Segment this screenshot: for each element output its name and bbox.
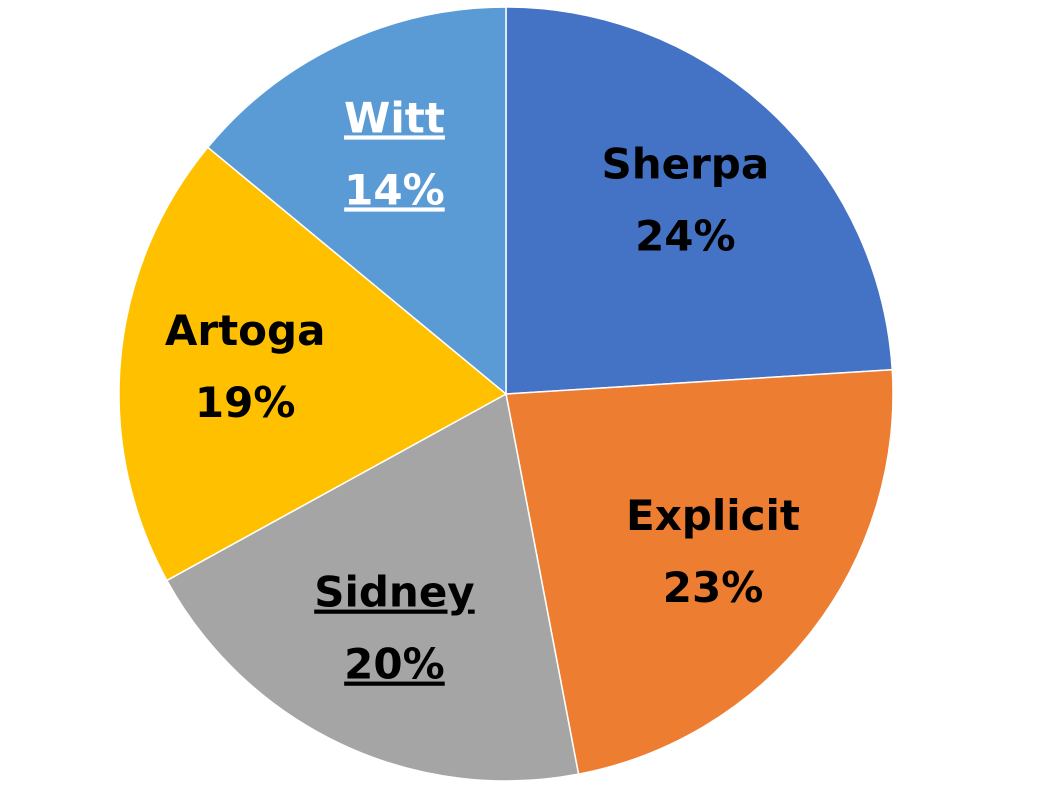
pie-slice [165, 392, 580, 782]
slice-label-value: 20% [344, 640, 445, 689]
pie-slice [206, 6, 507, 396]
slice-label-name: Sidney [314, 568, 474, 617]
slice-label-value: 14% [344, 165, 445, 214]
slice-label-name: Explicit [626, 491, 800, 540]
slice-label-value: 23% [663, 563, 764, 612]
pie-slice [118, 146, 508, 582]
slice-label-name: Artoga [165, 306, 326, 355]
pie-slice [505, 6, 894, 395]
slice-label-value: 24% [635, 212, 736, 261]
slice-label-value: 19% [195, 378, 296, 427]
slice-label-name: Witt [344, 93, 445, 142]
pie-slice [505, 368, 894, 776]
slice-label-name: Sherpa [601, 140, 769, 189]
